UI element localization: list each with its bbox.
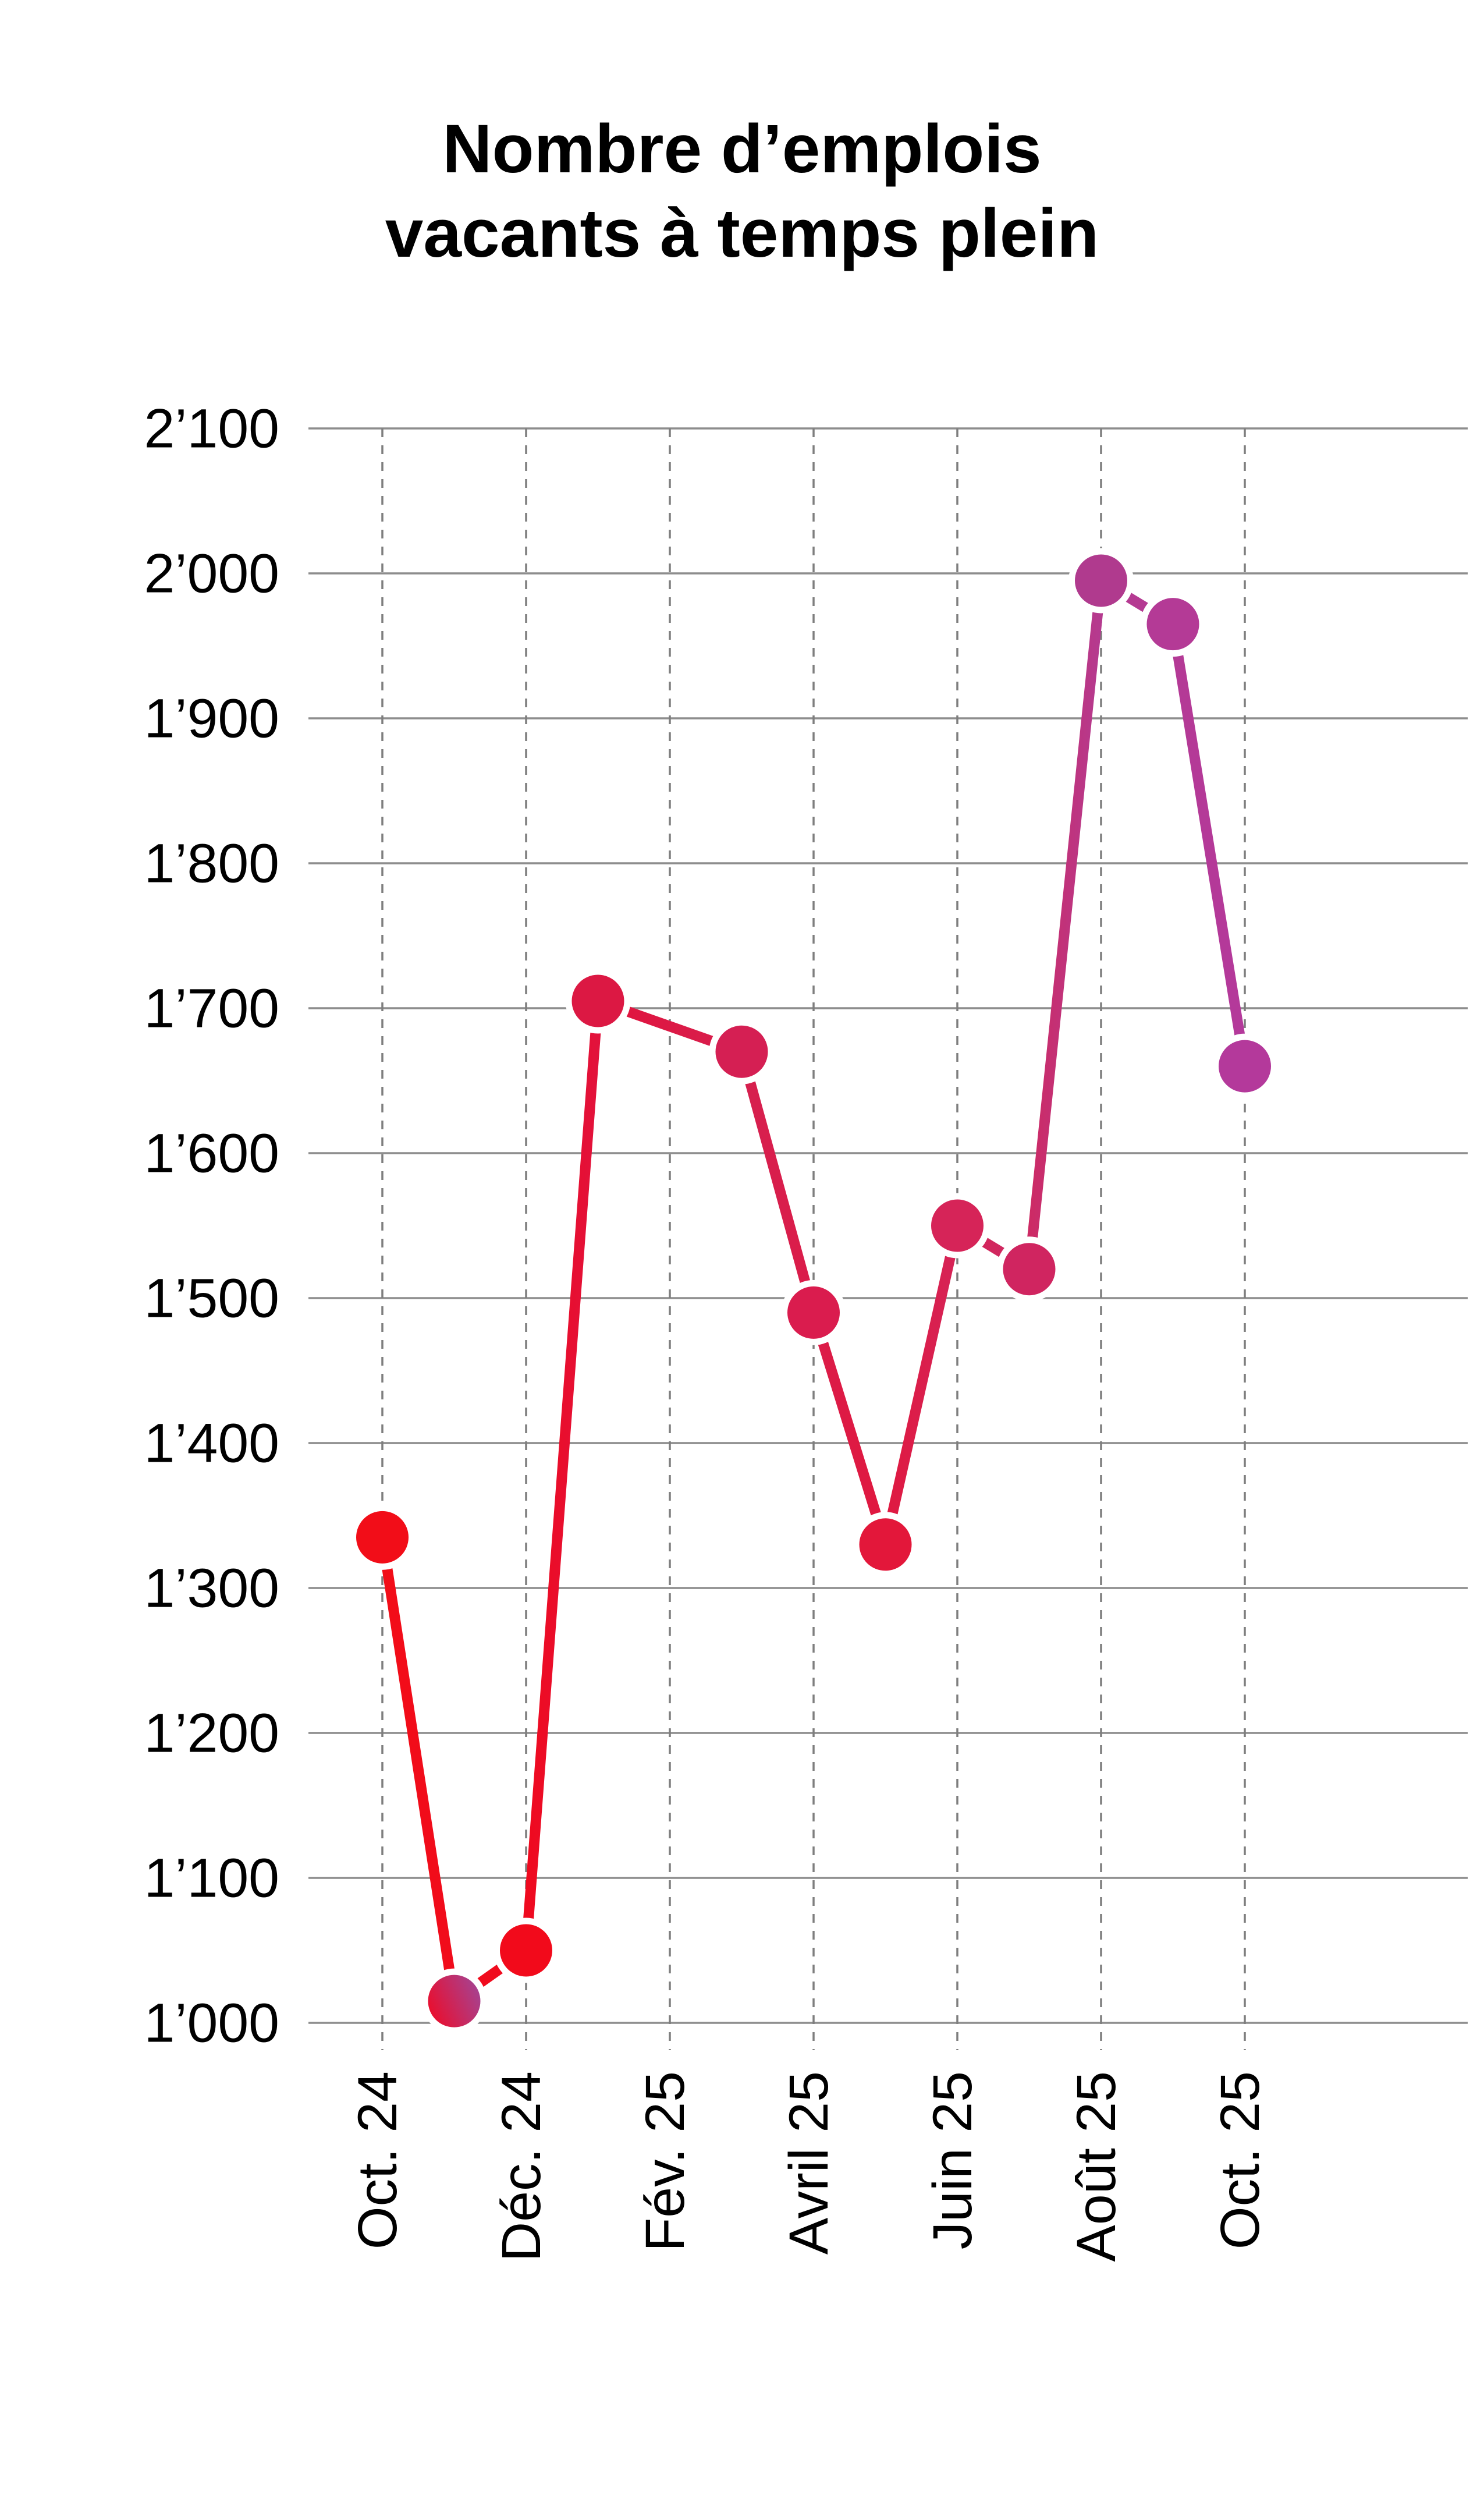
x-tick-label: Fév. 25: [634, 2071, 696, 2252]
chart-title: Nombre d’emplois vacants à temps plein: [0, 107, 1484, 276]
data-point: [1003, 1243, 1056, 1296]
x-tick-label: Juin 25: [922, 2071, 984, 2249]
data-point: [1219, 1040, 1271, 1093]
y-tick-label: 1’900: [144, 687, 279, 749]
data-point: [428, 1975, 481, 2028]
y-tick-label: 1’300: [144, 1557, 279, 1619]
data-point: [1146, 598, 1199, 651]
chart-title-line-1: Nombre d’emplois: [442, 111, 1042, 187]
data-point: [715, 1025, 768, 1078]
x-tick-label: Oct. 25: [1209, 2071, 1271, 2249]
y-tick-label: 2’000: [144, 543, 279, 604]
data-point: [931, 1199, 984, 1252]
chart-title-line-2: vacants à temps plein: [385, 195, 1099, 272]
y-tick-label: 1’600: [144, 1122, 279, 1184]
data-point: [787, 1286, 840, 1339]
x-tick-label: Avril 25: [778, 2071, 840, 2255]
x-tick-label: Oct. 24: [347, 2071, 409, 2249]
y-tick-label: 1’400: [144, 1412, 279, 1474]
x-tick-label: Août 25: [1066, 2071, 1127, 2262]
data-point: [500, 1924, 552, 1977]
y-tick-label: 1’000: [144, 1992, 279, 2054]
y-tick-label: 1’100: [144, 1847, 279, 1909]
data-point: [1075, 554, 1127, 607]
x-tick-label: Déc. 24: [491, 2071, 552, 2262]
data-point: [859, 1518, 912, 1571]
data-point: [571, 974, 624, 1027]
data-point: [356, 1511, 409, 1564]
y-tick-label: 1’700: [144, 977, 279, 1039]
y-tick-label: 1’800: [144, 832, 279, 894]
y-tick-label: 2’100: [144, 398, 279, 459]
y-tick-label: 1’200: [144, 1702, 279, 1764]
y-tick-label: 1’500: [144, 1267, 279, 1329]
